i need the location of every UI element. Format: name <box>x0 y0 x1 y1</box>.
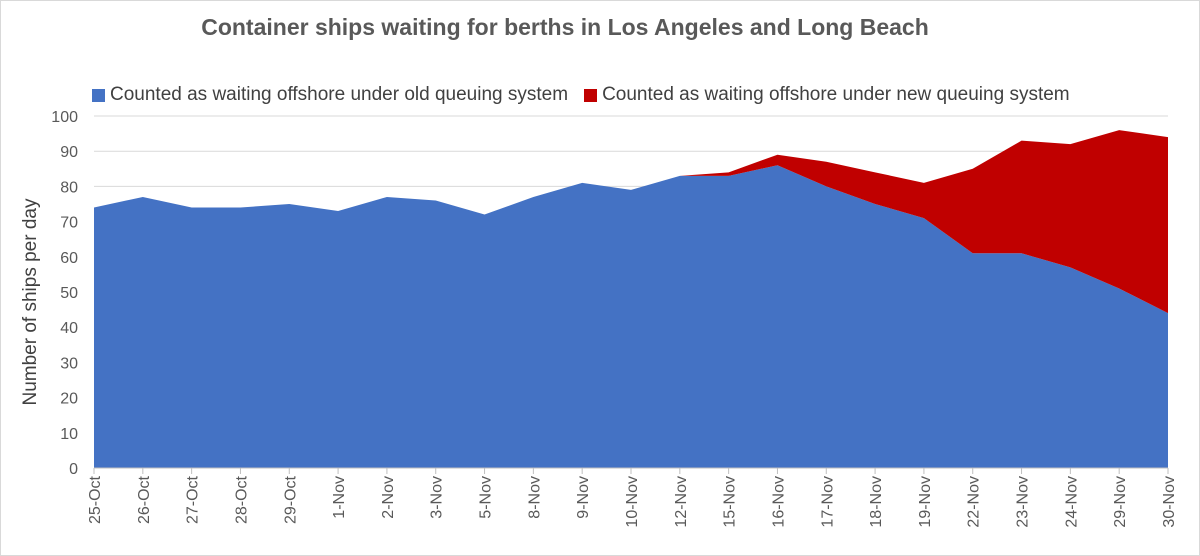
y-tick-label: 60 <box>60 250 78 267</box>
x-tick-label: 24-Nov <box>1063 476 1080 528</box>
x-tick-label: 19-Nov <box>917 476 934 528</box>
y-tick-label: 20 <box>60 391 78 408</box>
x-tick-label: 17-Nov <box>819 476 836 528</box>
y-tick-label: 10 <box>60 426 78 443</box>
legend-swatch-old-system <box>92 88 105 102</box>
x-tick-label: 9-Nov <box>575 476 592 519</box>
x-tick-label: 12-Nov <box>673 476 690 528</box>
legend-label-old-system: Counted as waiting offshore under old qu… <box>110 84 569 105</box>
legend-item-new-system: Counted as waiting offshore under new qu… <box>584 84 1070 106</box>
x-tick-labels: 25-Oct 26-Oct 27-Oct 28-Oct 29-Oct 1-Nov 2-Nov… <box>87 475 1178 527</box>
x-tick-label: 29-Nov <box>1112 476 1129 528</box>
x-tick-label: 5-Nov <box>478 476 495 519</box>
axes <box>93 467 1169 474</box>
x-tick-label: 1-Nov <box>331 476 348 519</box>
y-tick-label: 40 <box>60 320 78 337</box>
area-series-2 <box>94 130 1168 314</box>
x-tick-label: 2-Nov <box>380 476 397 519</box>
legend-item-old-system: Counted as waiting offshore under old qu… <box>92 84 568 106</box>
y-tick-label: 0 <box>69 461 78 478</box>
x-tick-label: 30-Nov <box>1161 476 1178 528</box>
legend-label-new-system: Counted as waiting offshore under new qu… <box>602 84 1070 105</box>
y-tick-label: 90 <box>60 144 78 161</box>
area-series-1 <box>94 165 1168 468</box>
y-axis-title: Number of ships per day <box>20 198 41 405</box>
area-series <box>94 130 1168 468</box>
y-tick-label: 30 <box>60 355 78 372</box>
x-tick-label: 26-Oct <box>136 475 153 524</box>
y-tick-label: 80 <box>60 179 78 196</box>
y-tick-label: 100 <box>51 109 78 126</box>
x-tick-label: 18-Nov <box>868 476 885 528</box>
x-tick-label: 29-Oct <box>282 475 299 524</box>
x-tick-label: 27-Oct <box>185 475 202 524</box>
x-tick-label: 23-Nov <box>1015 476 1032 528</box>
x-tick-label: 16-Nov <box>770 476 787 528</box>
x-tick-label: 8-Nov <box>526 476 543 519</box>
legend: Counted as waiting offshore under old qu… <box>92 84 1086 106</box>
x-tick-label: 22-Nov <box>966 476 983 528</box>
x-tick-label: 3-Nov <box>429 476 446 519</box>
chart-title: Container ships waiting for berths in Lo… <box>201 14 929 40</box>
x-tick-label: 28-Oct <box>233 475 250 524</box>
y-tick-label: 70 <box>60 215 78 232</box>
y-tick-label: 50 <box>60 285 78 302</box>
y-tick-labels: 0 10 20 30 40 50 60 70 80 90 100 <box>51 109 78 478</box>
legend-swatch-new-system <box>584 88 598 102</box>
x-tick-label: 10-Nov <box>624 476 641 528</box>
x-tick-label: 15-Nov <box>722 476 739 528</box>
x-tick-label: 25-Oct <box>87 475 104 524</box>
